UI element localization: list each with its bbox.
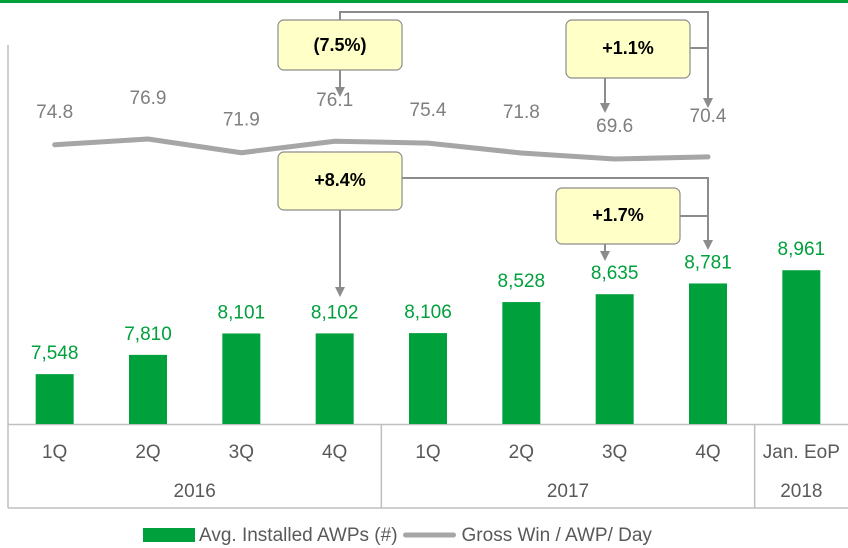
legend-label: Gross Win / AWP/ Day <box>462 525 653 546</box>
x-tick-label: 2Q <box>135 442 160 463</box>
bar <box>689 283 727 424</box>
callout-box <box>277 151 403 211</box>
data-label: 76.9 <box>130 88 167 109</box>
bar <box>35 374 74 424</box>
data-label: 69.6 <box>596 116 633 137</box>
data-label: 8,781 <box>684 252 732 273</box>
x-tick-label: Jan. EoP <box>763 442 840 463</box>
group-label: 2017 <box>547 481 589 502</box>
annotation: +1.7% <box>592 205 644 225</box>
legend-label: Avg. Installed AWPs (#) <box>199 525 398 546</box>
legend-swatch <box>143 528 195 542</box>
group-label: 2016 <box>174 481 216 502</box>
data-label: 8,106 <box>404 302 452 323</box>
annotation: +1.1% <box>602 38 654 58</box>
data-label: 71.9 <box>223 110 260 131</box>
annotation: (7.5%) <box>313 35 366 55</box>
callout-box <box>277 19 403 71</box>
bar <box>129 354 167 424</box>
group-label: 2018 <box>780 481 822 502</box>
x-tick-label: 2Q <box>509 442 534 463</box>
connector <box>402 177 713 250</box>
data-label: 7,548 <box>31 343 79 364</box>
bar <box>315 333 354 424</box>
x-tick-label: 1Q <box>415 442 440 463</box>
connector <box>339 11 713 108</box>
annotation: +8.4% <box>314 170 366 190</box>
x-tick-label: 4Q <box>322 442 347 463</box>
data-label: 71.8 <box>503 102 540 123</box>
bar <box>222 333 261 424</box>
data-label: 8,635 <box>591 263 639 284</box>
callouts: (7.5%) +1.1% +8.4% +1.7% <box>277 11 713 297</box>
data-label: 75.4 <box>410 100 447 121</box>
x-tick-label: 4Q <box>695 442 720 463</box>
callout-box <box>555 187 681 245</box>
x-tick-label: 1Q <box>42 442 67 463</box>
data-label: 8,961 <box>778 239 826 260</box>
data-label: 74.8 <box>36 102 73 123</box>
data-label: 8,528 <box>498 271 546 292</box>
data-label: 7,810 <box>124 324 172 345</box>
x-tick-label: 3Q <box>602 442 627 463</box>
data-label: 76.1 <box>316 90 353 111</box>
line <box>52 136 711 162</box>
callout-box <box>565 19 691 79</box>
bar <box>502 302 541 424</box>
plot: 1Q 2Q 3Q 4Q 1Q 2Q 3Q 4Q Jan. EoP 2016 2017 2018 7,54… <box>7 45 848 546</box>
bar <box>595 294 634 424</box>
bar <box>409 333 447 424</box>
data-label: 70.4 <box>690 106 727 127</box>
data-label: 8,101 <box>218 302 266 323</box>
x-tick-label: 3Q <box>229 442 254 463</box>
bar <box>782 270 821 424</box>
data-label: 8,102 <box>311 302 359 323</box>
